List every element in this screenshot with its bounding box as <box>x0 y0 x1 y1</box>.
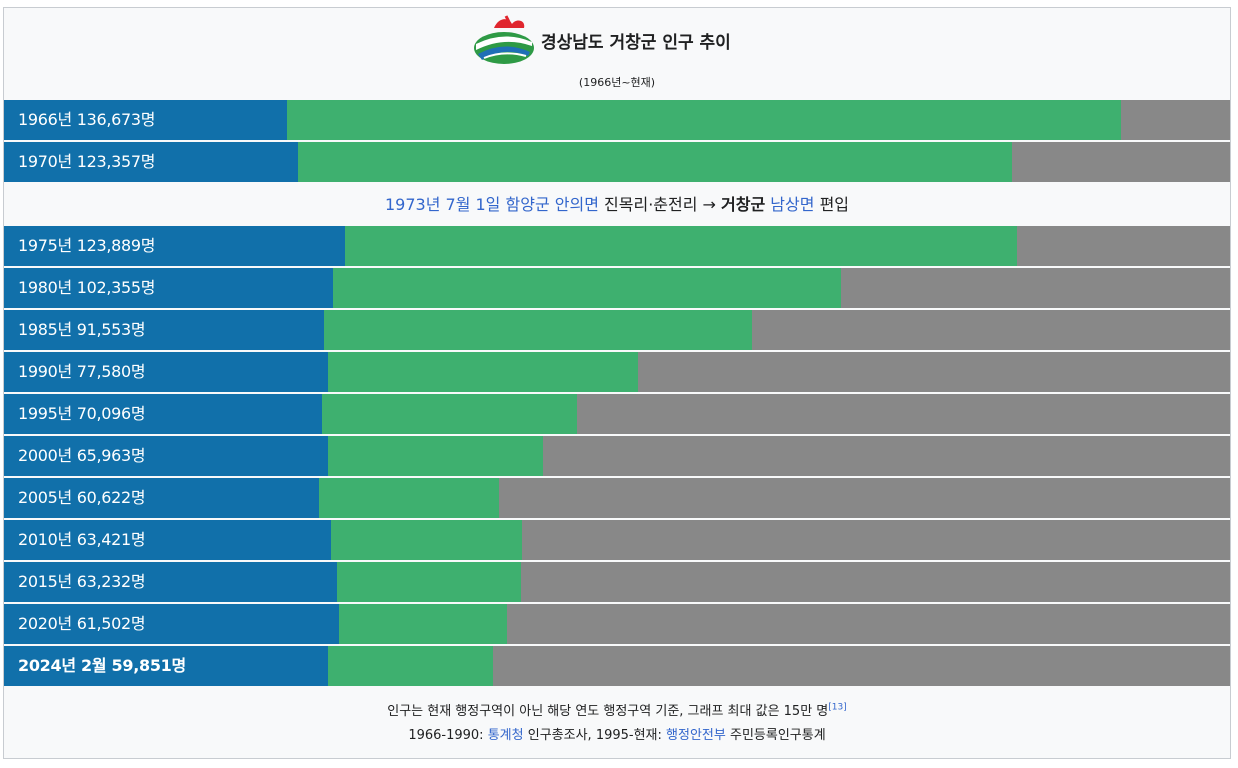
footer-ministry-link[interactable]: 행정안전부 <box>666 728 726 743</box>
bar-label: 1990년 77,580명 <box>18 362 146 381</box>
footer-line-2: 1966-1990: 통계청 인구총조사, 1995-현재: 행정안전부 주민등… <box>4 724 1230 748</box>
bar-label: 1995년 70,096명 <box>18 404 146 423</box>
note-end: 편입 <box>819 195 850 214</box>
note-town-link[interactable]: 안의면 <box>554 195 599 214</box>
bar-row: 1990년 77,580명 <box>4 352 1230 392</box>
note-county-link[interactable]: 함양군 <box>505 195 550 214</box>
note-villages: 진목리·춘전리 → <box>604 195 716 214</box>
bar-label-background <box>4 310 324 350</box>
bar-label-background <box>4 604 339 644</box>
bar-label-background <box>4 478 319 518</box>
bar-label-background <box>4 562 337 602</box>
bar-row: 1966년 136,673명 <box>4 100 1230 140</box>
bar-label: 1966년 136,673명 <box>18 110 156 129</box>
bar-label-background <box>4 520 331 560</box>
bar-label: 1980년 102,355명 <box>18 278 156 297</box>
note-target-county: 거창군 <box>721 195 766 214</box>
footer-reference-link[interactable]: [13] <box>828 702 847 713</box>
bar-label-background <box>4 142 298 182</box>
bar-label-background <box>4 268 333 308</box>
bar-row: 2000년 65,963명 <box>4 436 1230 476</box>
bar-row: 2005년 60,622명 <box>4 478 1230 518</box>
bar-row: 1980년 102,355명 <box>4 268 1230 308</box>
footer-source-b: 인구총조사, 1995-현재: <box>527 728 662 743</box>
bar-label-background <box>4 436 328 476</box>
annexation-note: 1973년 7월 1일 함양군 안의면 진목리·춘전리 → 거창군 남상면 편입 <box>4 184 1230 226</box>
chart-title: 경상남도 거창군 인구 추이 <box>541 33 731 53</box>
population-chart-frame: 경상남도 거창군 인구 추이 (1966년~현재) 1966년 136,673명… <box>3 7 1231 759</box>
bar-label: 1985년 91,553명 <box>18 320 146 339</box>
bar-label-background <box>4 352 328 392</box>
bar-row: 2020년 61,502명 <box>4 604 1230 644</box>
chart-header: 경상남도 거창군 인구 추이 (1966년~현재) <box>4 8 1230 100</box>
bar-label: 1970년 123,357명 <box>18 152 156 171</box>
footer-line-1: 인구는 현재 행정구역이 아닌 해당 연도 행정구역 기준, 그래프 최대 값은… <box>4 700 1230 724</box>
bar-row: 1975년 123,889명 <box>4 226 1230 266</box>
note-date-link[interactable]: 1973년 7월 1일 <box>384 195 501 214</box>
bar-label: 2024년 2월 59,851명 <box>18 656 186 675</box>
footer-basis-text: 인구는 현재 행정구역이 아닌 해당 연도 행정구역 기준, 그래프 최대 값은… <box>387 704 829 719</box>
bar-label: 1975년 123,889명 <box>18 236 156 255</box>
bar-row: 1970년 123,357명 <box>4 142 1230 182</box>
bar-label-background <box>4 226 345 266</box>
footer-source-a: 1966-1990: <box>408 728 484 743</box>
bar-label-background <box>4 646 328 686</box>
bar-label: 2020년 61,502명 <box>18 614 146 633</box>
chart-subtitle: (1966년~현재) <box>578 76 656 89</box>
bar-row: 2010년 63,421명 <box>4 520 1230 560</box>
bar-label: 2010년 63,421명 <box>18 530 146 549</box>
bar-label-background <box>4 100 287 140</box>
bar-row: 2024년 2월 59,851명 <box>4 646 1230 686</box>
bar-row: 1985년 91,553명 <box>4 310 1230 350</box>
footer-statistics-korea-link[interactable]: 통계청 <box>487 728 524 743</box>
geochang-county-emblem-icon <box>474 15 534 64</box>
bar-label-background <box>4 394 322 434</box>
bar-label: 2015년 63,232명 <box>18 572 146 591</box>
note-target-town-link[interactable]: 남상면 <box>770 195 815 214</box>
bar-label: 2005년 60,622명 <box>18 488 146 507</box>
chart-footer: 인구는 현재 행정구역이 아닌 해당 연도 행정구역 기준, 그래프 최대 값은… <box>4 694 1230 748</box>
bar-row: 2015년 63,232명 <box>4 562 1230 602</box>
bar-label: 2000년 65,963명 <box>18 446 146 465</box>
bar-row: 1995년 70,096명 <box>4 394 1230 434</box>
footer-source-c: 주민등록인구통계 <box>729 728 826 743</box>
